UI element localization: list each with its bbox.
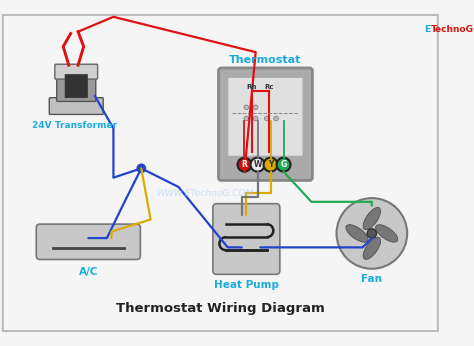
Circle shape [337,198,407,269]
FancyBboxPatch shape [3,15,438,331]
Text: A/C: A/C [79,267,98,277]
Circle shape [253,105,258,110]
Circle shape [237,158,252,172]
Circle shape [251,158,264,172]
FancyBboxPatch shape [65,74,87,98]
Ellipse shape [346,225,368,242]
FancyBboxPatch shape [213,204,280,274]
FancyBboxPatch shape [219,68,312,180]
FancyBboxPatch shape [228,77,303,156]
Circle shape [274,116,278,121]
Text: Heat Pump: Heat Pump [214,280,279,290]
Text: 24V Transformer: 24V Transformer [32,121,117,130]
Text: R: R [242,160,247,169]
Text: Thermostat Wiring Diagram: Thermostat Wiring Diagram [116,302,325,315]
Text: G: G [281,160,287,169]
Circle shape [244,116,249,121]
Circle shape [367,229,376,238]
Circle shape [264,116,269,121]
FancyBboxPatch shape [36,224,140,260]
Text: Fan: Fan [361,274,383,284]
Text: Rh: Rh [247,84,257,90]
Text: Y: Y [268,160,273,169]
Circle shape [253,116,258,121]
Ellipse shape [363,207,381,230]
Text: Thermostat: Thermostat [229,55,301,65]
Circle shape [276,158,291,172]
FancyBboxPatch shape [49,98,103,115]
Circle shape [244,105,249,110]
Text: Rc: Rc [264,84,273,90]
Circle shape [264,158,277,172]
Text: W: W [253,160,262,169]
FancyBboxPatch shape [57,72,96,101]
Ellipse shape [363,237,381,260]
FancyBboxPatch shape [55,64,98,79]
Ellipse shape [375,225,398,242]
Circle shape [137,164,146,173]
Text: TechnoG: TechnoG [430,25,474,34]
Text: WWW.ETechnoG.COM: WWW.ETechnoG.COM [156,189,253,198]
Text: E: E [424,25,430,34]
